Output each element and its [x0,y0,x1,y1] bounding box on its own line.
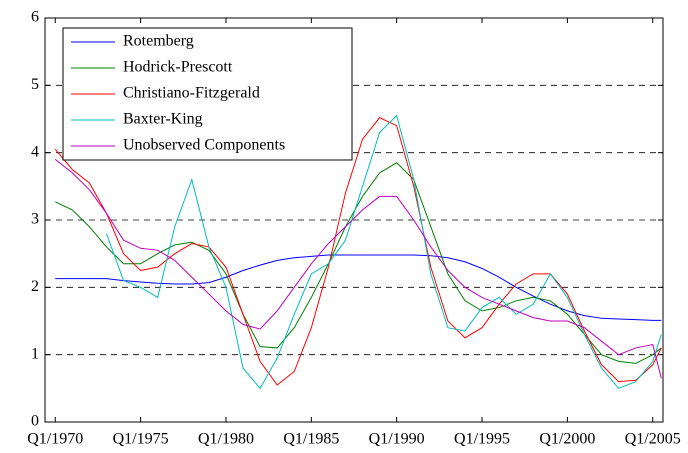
x-tick-label: Q1/1980 [198,431,254,448]
series-line [54,159,662,379]
legend: Rotemberg Hodrick-Prescott Christiano-Fitz… [62,27,353,161]
x-tick-label: Q1/1990 [369,431,425,448]
x-tick-label: Q1/2005 [625,431,681,448]
series-line [54,117,662,386]
y-tick-label: 4 [31,143,39,160]
y-tick-label: 5 [31,76,39,93]
y-tick-label: 3 [31,211,39,228]
y-tick-label: 0 [31,413,39,430]
y-tick-label: 1 [31,345,39,362]
legend-label: Rotemberg [123,33,194,50]
legend-label: Hodrick-Prescott [123,59,233,76]
x-tick-label: Q1/1995 [454,431,510,448]
series-line [55,162,662,364]
x-tick-label: Q1/1985 [283,431,339,448]
x-tick-label: Q1/1970 [27,431,83,448]
y-tick-label: 2 [31,278,39,295]
legend-label: Baxter-King [123,111,203,128]
legend-label: Unobserved Components [123,137,285,154]
series-line [55,254,662,321]
series-line [105,114,662,390]
x-tick-label: Q1/1975 [113,431,169,448]
legend-label: Christiano-Fitzgerald [123,85,260,102]
x-tick-label: Q1/2000 [539,431,595,448]
y-tick-label: 6 [31,9,39,26]
